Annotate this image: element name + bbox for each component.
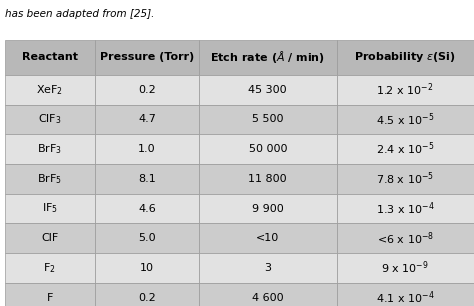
Text: 4.7: 4.7: [138, 114, 156, 125]
Text: 4.6: 4.6: [138, 203, 156, 214]
Text: ClF$_3$: ClF$_3$: [38, 113, 62, 126]
Text: Etch rate ($\AA$ / min): Etch rate ($\AA$ / min): [210, 49, 325, 65]
Text: has been adapted from [25].: has been adapted from [25].: [5, 9, 154, 19]
Text: 5 500: 5 500: [252, 114, 283, 125]
Text: <10: <10: [256, 233, 280, 243]
Text: 2.4 x 10$^{-5}$: 2.4 x 10$^{-5}$: [376, 141, 435, 158]
Text: XeF$_2$: XeF$_2$: [36, 83, 64, 97]
Text: 4 600: 4 600: [252, 293, 283, 303]
Text: 9 x 10$^{-9}$: 9 x 10$^{-9}$: [381, 259, 429, 276]
Text: 4.5 x 10$^{-5}$: 4.5 x 10$^{-5}$: [376, 111, 435, 128]
Text: 1.3 x 10$^{-4}$: 1.3 x 10$^{-4}$: [376, 200, 435, 217]
Text: 0.2: 0.2: [138, 293, 156, 303]
Text: IF$_5$: IF$_5$: [42, 202, 58, 215]
Text: 4.1 x 10$^{-4}$: 4.1 x 10$^{-4}$: [376, 289, 435, 306]
Text: <6 x 10$^{-8}$: <6 x 10$^{-8}$: [377, 230, 434, 247]
Text: Probability $\varepsilon$(Si): Probability $\varepsilon$(Si): [355, 50, 456, 64]
Text: 11 800: 11 800: [248, 174, 287, 184]
Text: F$_2$: F$_2$: [44, 261, 56, 275]
Text: 45 300: 45 300: [248, 85, 287, 95]
Text: 3: 3: [264, 263, 271, 273]
Text: 50 000: 50 000: [248, 144, 287, 154]
Text: ClF: ClF: [41, 233, 58, 243]
Text: Pressure (Torr): Pressure (Torr): [100, 52, 194, 62]
Text: 8.1: 8.1: [138, 174, 156, 184]
Text: BrF$_5$: BrF$_5$: [37, 172, 62, 186]
Text: BrF$_3$: BrF$_3$: [37, 142, 62, 156]
Text: Reactant: Reactant: [22, 52, 78, 62]
Text: 5.0: 5.0: [138, 233, 156, 243]
Text: 1.2 x 10$^{-2}$: 1.2 x 10$^{-2}$: [376, 81, 434, 98]
Text: F: F: [46, 293, 53, 303]
Text: 0.2: 0.2: [138, 85, 156, 95]
Text: 7.8 x 10$^{-5}$: 7.8 x 10$^{-5}$: [376, 170, 434, 187]
Text: 9 900: 9 900: [252, 203, 283, 214]
Text: 1.0: 1.0: [138, 144, 156, 154]
Text: 10: 10: [140, 263, 154, 273]
